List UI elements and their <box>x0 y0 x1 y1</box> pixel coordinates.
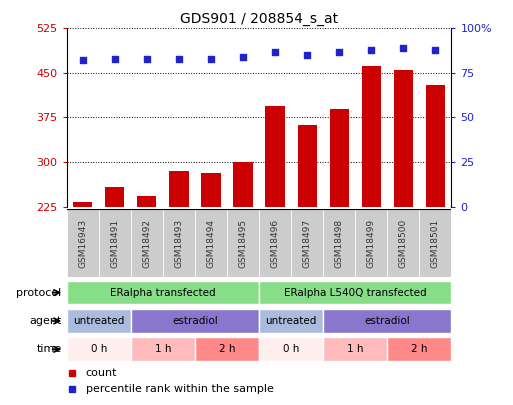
Point <box>399 45 407 51</box>
Bar <box>420 209 451 277</box>
Bar <box>195 209 227 277</box>
Text: estradiol: estradiol <box>172 316 218 326</box>
Bar <box>137 196 156 207</box>
Text: 0 h: 0 h <box>91 344 107 354</box>
Bar <box>131 309 259 333</box>
Bar <box>195 337 259 361</box>
Text: estradiol: estradiol <box>364 316 410 326</box>
Text: 1 h: 1 h <box>347 344 364 354</box>
Text: GSM18493: GSM18493 <box>174 218 184 268</box>
Bar <box>387 209 420 277</box>
Bar <box>291 209 323 277</box>
Bar <box>259 309 323 333</box>
Bar <box>259 337 323 361</box>
Bar <box>362 66 381 207</box>
Bar <box>73 202 92 207</box>
Text: GSM18491: GSM18491 <box>110 218 120 268</box>
Bar <box>105 187 124 207</box>
Text: GSM16943: GSM16943 <box>78 218 87 268</box>
Point <box>143 55 151 62</box>
Text: GSM18496: GSM18496 <box>270 218 280 268</box>
Text: 2 h: 2 h <box>219 344 235 354</box>
Text: count: count <box>86 368 117 377</box>
Text: agent: agent <box>29 316 62 326</box>
Point <box>207 55 215 62</box>
Point <box>303 52 311 58</box>
Bar <box>67 209 98 277</box>
Bar <box>98 209 131 277</box>
Bar <box>298 125 317 207</box>
Text: untreated: untreated <box>73 316 125 326</box>
Text: GSM18495: GSM18495 <box>239 218 248 268</box>
Text: 0 h: 0 h <box>283 344 299 354</box>
Point <box>78 57 87 64</box>
Text: percentile rank within the sample: percentile rank within the sample <box>86 384 273 394</box>
Bar <box>329 109 349 207</box>
Bar <box>163 209 195 277</box>
Bar <box>67 337 131 361</box>
Bar <box>323 309 451 333</box>
Text: protocol: protocol <box>16 288 62 298</box>
Bar <box>265 106 285 207</box>
Bar <box>131 337 195 361</box>
Bar <box>201 173 221 207</box>
Text: 1 h: 1 h <box>154 344 171 354</box>
Text: ERalpha L540Q transfected: ERalpha L540Q transfected <box>284 288 427 298</box>
Point <box>431 47 440 53</box>
Text: GSM18501: GSM18501 <box>431 218 440 268</box>
Bar <box>259 281 451 305</box>
Text: GSM18499: GSM18499 <box>367 218 376 268</box>
Bar <box>259 209 291 277</box>
Text: ERalpha transfected: ERalpha transfected <box>110 288 215 298</box>
Bar <box>323 337 387 361</box>
Text: time: time <box>36 344 62 354</box>
Bar <box>426 85 445 207</box>
Bar <box>169 171 189 207</box>
Point <box>335 48 343 55</box>
Text: untreated: untreated <box>265 316 317 326</box>
Point <box>111 55 119 62</box>
Text: GSM18497: GSM18497 <box>303 218 312 268</box>
Bar <box>67 309 131 333</box>
Bar <box>393 70 413 207</box>
Text: GSM18492: GSM18492 <box>142 219 151 267</box>
Bar <box>131 209 163 277</box>
Bar <box>387 337 451 361</box>
Bar <box>227 209 259 277</box>
Point <box>239 53 247 60</box>
Point <box>271 48 279 55</box>
Title: GDS901 / 208854_s_at: GDS901 / 208854_s_at <box>180 12 338 26</box>
Bar <box>233 162 252 207</box>
Bar <box>355 209 387 277</box>
Point <box>367 47 376 53</box>
Bar <box>67 281 259 305</box>
Text: 2 h: 2 h <box>411 344 428 354</box>
Text: GSM18494: GSM18494 <box>206 219 215 267</box>
Text: GSM18500: GSM18500 <box>399 218 408 268</box>
Bar <box>323 209 355 277</box>
Text: GSM18498: GSM18498 <box>334 218 344 268</box>
Point <box>175 55 183 62</box>
